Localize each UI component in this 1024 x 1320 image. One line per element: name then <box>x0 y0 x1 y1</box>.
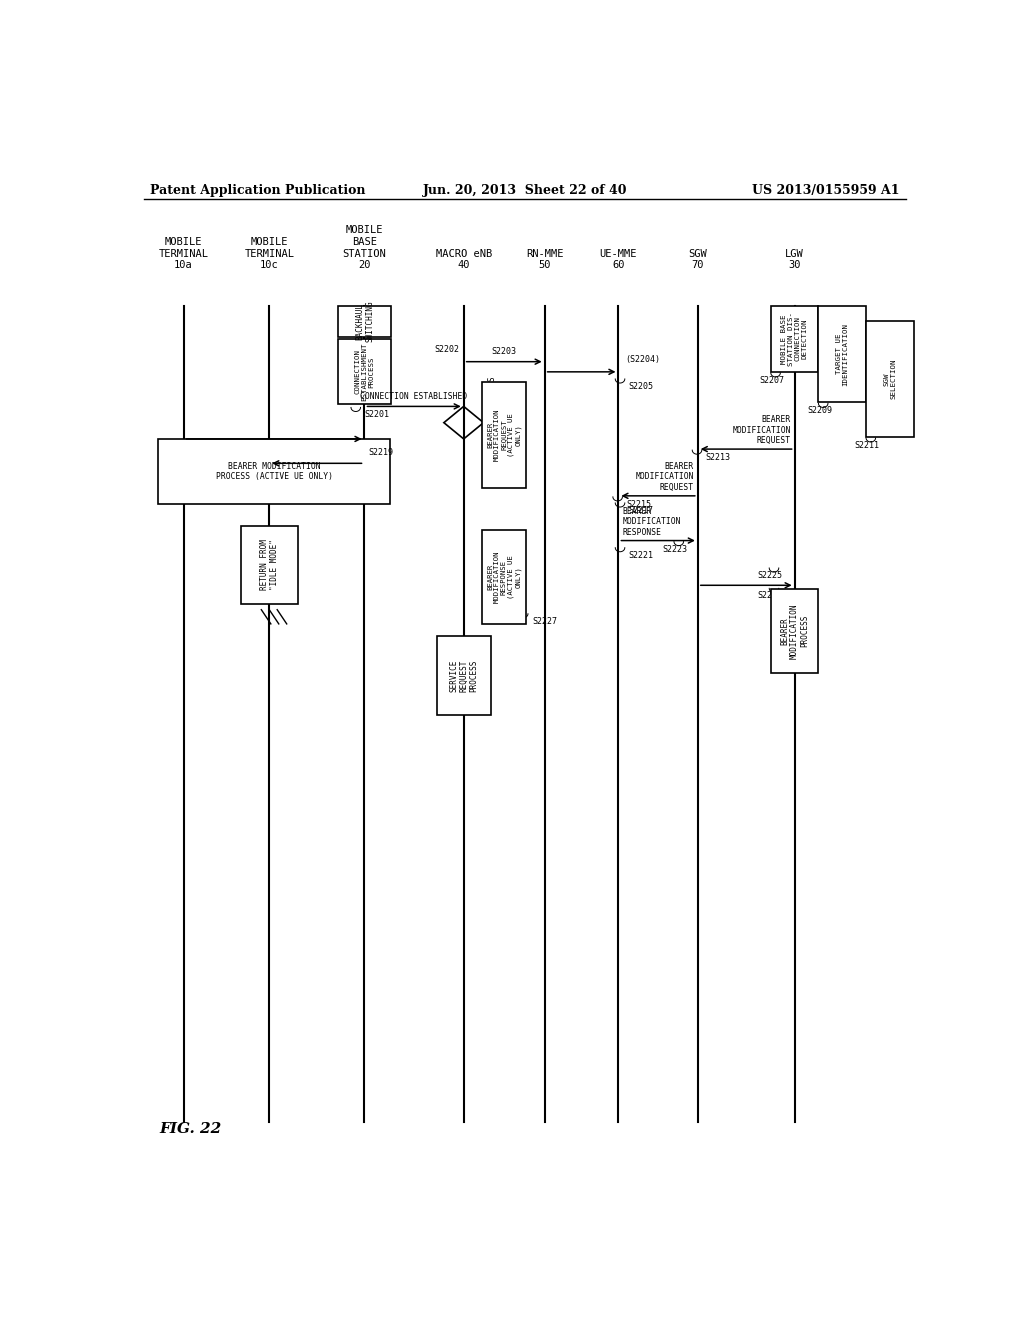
Text: BEARER
MODIFICATION
RESPONSE: BEARER MODIFICATION RESPONSE <box>623 507 681 536</box>
Text: MOBILE BASE
STATION DIS-
CONNECTION
DETECTION: MOBILE BASE STATION DIS- CONNECTION DETE… <box>781 312 808 366</box>
Text: RETURN FROM
"IDLE MODE": RETURN FROM "IDLE MODE" <box>260 540 279 590</box>
Text: LGW
30: LGW 30 <box>785 248 804 271</box>
Text: BEARER
MODIFICATION
REQUEST: BEARER MODIFICATION REQUEST <box>635 462 694 492</box>
Text: TARGET UE
IDENTIFICATION: TARGET UE IDENTIFICATION <box>836 322 849 385</box>
Text: Patent Application Publication: Patent Application Publication <box>151 183 366 197</box>
Text: SGW
SELECTION: SGW SELECTION <box>884 359 896 399</box>
Text: MOBILE
BASE
STATION
20: MOBILE BASE STATION 20 <box>343 226 386 271</box>
Text: BEARER
MODIFICATION
REQUEST
(ACTIVE UE
ONLY): BEARER MODIFICATION REQUEST (ACTIVE UE O… <box>487 409 521 461</box>
Text: S2225: S2225 <box>758 572 782 579</box>
Text: MOBILE
TERMINAL
10a: MOBILE TERMINAL 10a <box>159 238 209 271</box>
Text: S2205: S2205 <box>629 381 653 391</box>
Bar <box>482 531 526 624</box>
Text: MACRO eNB
40: MACRO eNB 40 <box>435 248 492 271</box>
Text: CONNECTION ESTABLISHED: CONNECTION ESTABLISHED <box>360 392 468 401</box>
Text: S1-AP UPDATE PROCESS: S1-AP UPDATE PROCESS <box>487 376 497 469</box>
Text: RN-MME
50: RN-MME 50 <box>526 248 563 271</box>
Bar <box>436 636 490 715</box>
Text: US 2013/0155959 A1: US 2013/0155959 A1 <box>752 183 899 197</box>
Bar <box>241 527 298 603</box>
Text: S2207: S2207 <box>760 376 784 385</box>
Text: UE-MME
60: UE-MME 60 <box>600 248 637 271</box>
Text: S2215: S2215 <box>627 500 651 510</box>
Text: S2203: S2203 <box>492 347 517 355</box>
Text: S2209: S2209 <box>807 407 831 416</box>
Bar <box>866 321 913 437</box>
Bar <box>338 339 391 404</box>
Text: SERVICE
REQUEST
PROCESS: SERVICE REQUEST PROCESS <box>450 660 478 692</box>
Bar <box>771 306 818 372</box>
Text: BEARER
MODIFICATION
RESPONSE
(ACTIVE UE
ONLY): BEARER MODIFICATION RESPONSE (ACTIVE UE … <box>487 550 521 603</box>
Text: S2213: S2213 <box>706 453 731 462</box>
Text: (S2204): (S2204) <box>625 355 659 364</box>
Text: BEARER MODIFICATION
PROCESS (ACTIVE UE ONLY): BEARER MODIFICATION PROCESS (ACTIVE UE O… <box>215 462 333 480</box>
Text: CONNECTION
ESTABLISHMENT
PROCESS: CONNECTION ESTABLISHMENT PROCESS <box>354 343 374 401</box>
Text: MOBILE
TERMINAL
10c: MOBILE TERMINAL 10c <box>245 238 294 271</box>
Text: S2223: S2223 <box>663 545 687 553</box>
Text: S2219: S2219 <box>369 449 393 457</box>
Text: BACKHAUL
SWITCHING: BACKHAUL SWITCHING <box>355 301 374 342</box>
Text: S2221: S2221 <box>629 550 653 560</box>
Text: FIG. 22: FIG. 22 <box>160 1122 222 1137</box>
Text: S2211: S2211 <box>855 441 880 450</box>
Text: BEARER
MODIFICATION
REQUEST: BEARER MODIFICATION REQUEST <box>732 416 791 445</box>
Text: S2202: S2202 <box>435 345 460 354</box>
Text: Jun. 20, 2013  Sheet 22 of 40: Jun. 20, 2013 Sheet 22 of 40 <box>423 183 627 197</box>
Text: S2227: S2227 <box>531 616 557 626</box>
Bar <box>771 589 818 673</box>
Bar <box>818 306 866 403</box>
Text: S2229: S2229 <box>758 591 782 601</box>
Text: BEARER
MODIFICATION
PROCESS: BEARER MODIFICATION PROCESS <box>780 603 809 659</box>
Text: S2201: S2201 <box>365 411 389 420</box>
Bar <box>158 440 390 504</box>
Text: S2217: S2217 <box>629 506 653 515</box>
Bar <box>338 306 391 338</box>
Bar <box>482 381 526 487</box>
Text: SGW
70: SGW 70 <box>688 248 708 271</box>
